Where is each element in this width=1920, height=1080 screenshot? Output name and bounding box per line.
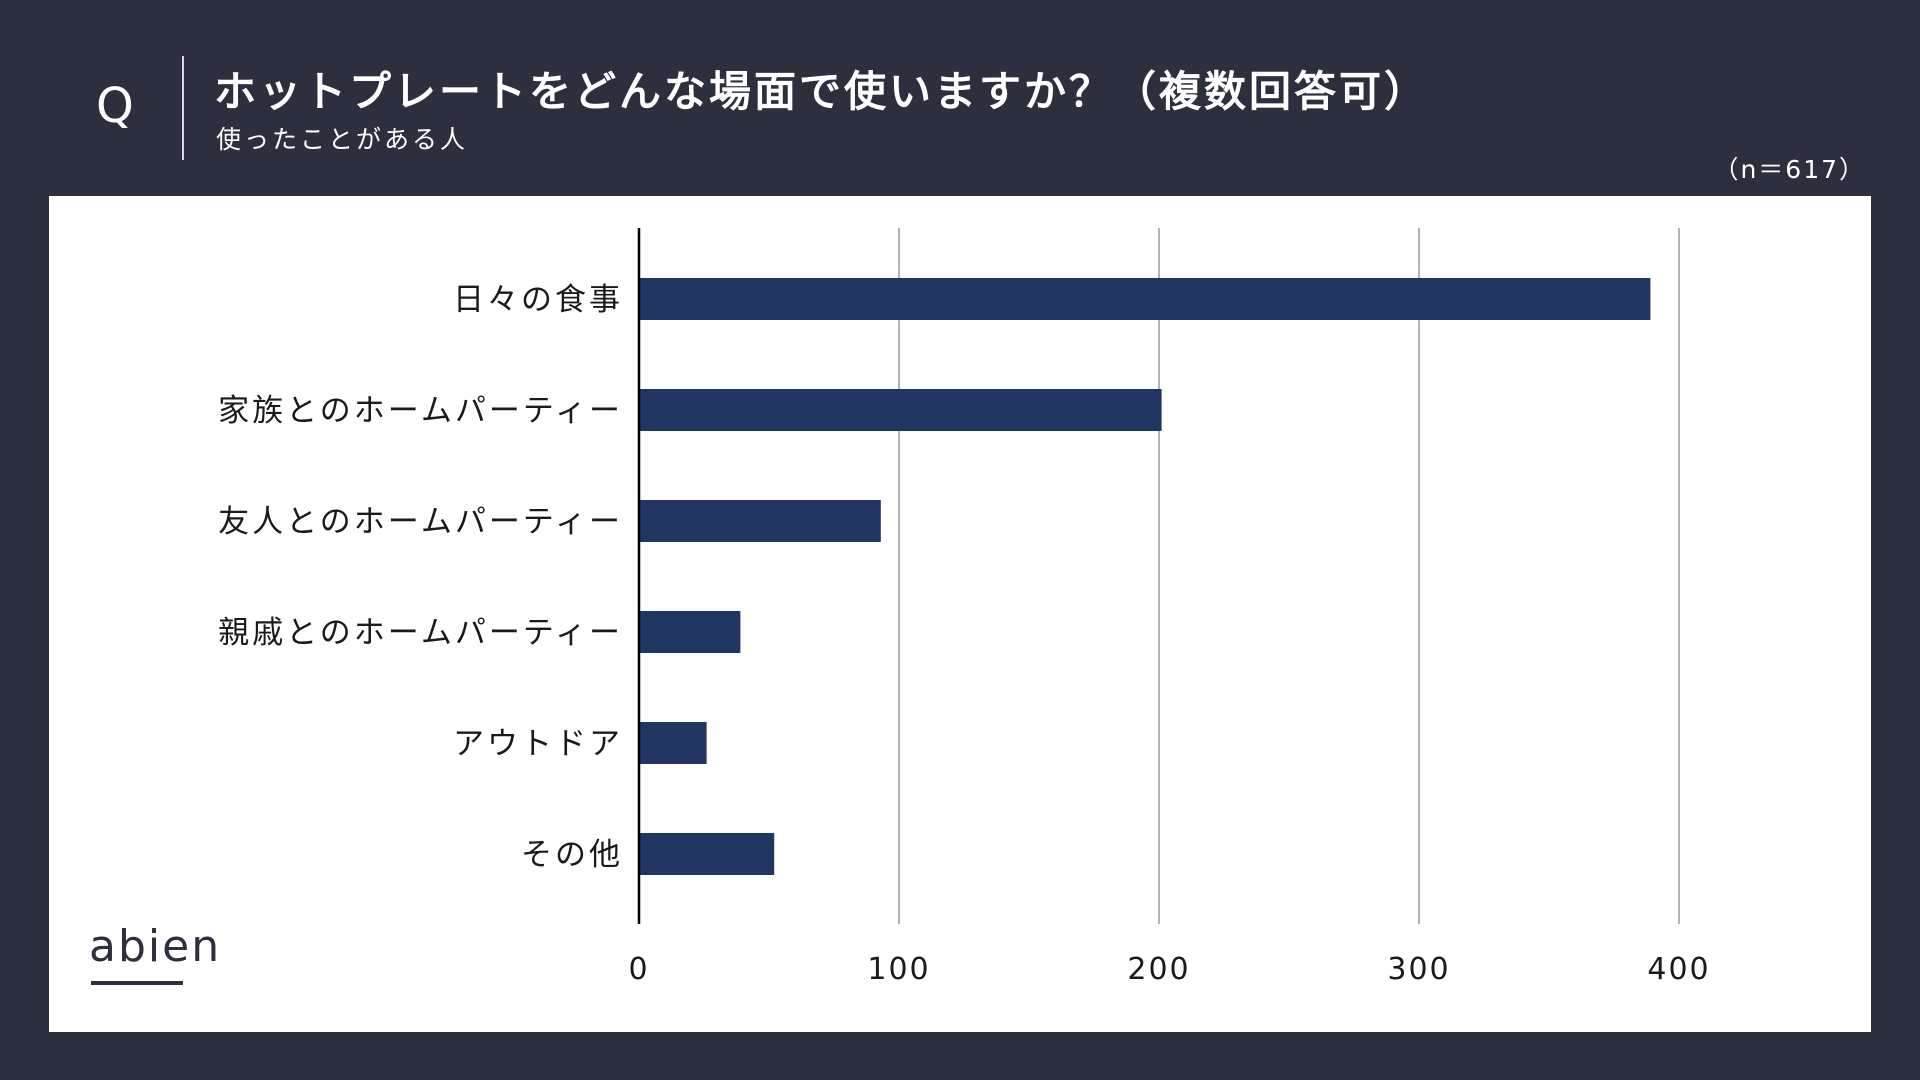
sample-size: （n＝617） (1713, 155, 1866, 184)
category-label-2: 友人とのホームパーティー (218, 504, 623, 540)
bar-5 (639, 833, 775, 875)
x-tick-label-300: 300 (1387, 952, 1450, 987)
logo-text: abien (89, 921, 222, 972)
bar-1 (639, 389, 1162, 431)
q-mark: Q (96, 78, 135, 134)
category-label-0: 日々の食事 (453, 282, 623, 318)
page-subtitle: 使ったことがある人 (216, 125, 469, 154)
logo-underline (91, 981, 183, 985)
bar-4 (639, 722, 707, 764)
header-divider (182, 56, 184, 160)
category-label-5: その他 (521, 837, 623, 873)
bar-chart: 0 100 200 300 400 日々の食事家族とのホームパーティー友人とのホームパーテ… (218, 228, 1710, 987)
x-tick-label-100: 100 (867, 952, 930, 987)
x-tick-label-0: 0 (628, 952, 649, 987)
chart-panel: 0 100 200 300 400 日々の食事家族とのホームパーティー 友人とのホームパーテ… (49, 196, 1871, 1032)
bar-0 (639, 278, 1651, 320)
abien-logo: abien (89, 921, 229, 991)
page-title: ホットプレートをどんな場面で使いますか？（複数回答可） (214, 67, 1430, 116)
category-label-4: アウトドア (453, 726, 623, 762)
x-tick-label-200: 200 (1127, 952, 1190, 987)
category-label-1: 家族とのホームパーティー (218, 393, 623, 429)
category-label-3: 親戚とのホームパーティー (218, 615, 623, 651)
x-tick-label-400: 400 (1647, 952, 1710, 987)
bar-2 (639, 500, 881, 542)
bar-3 (639, 611, 741, 653)
